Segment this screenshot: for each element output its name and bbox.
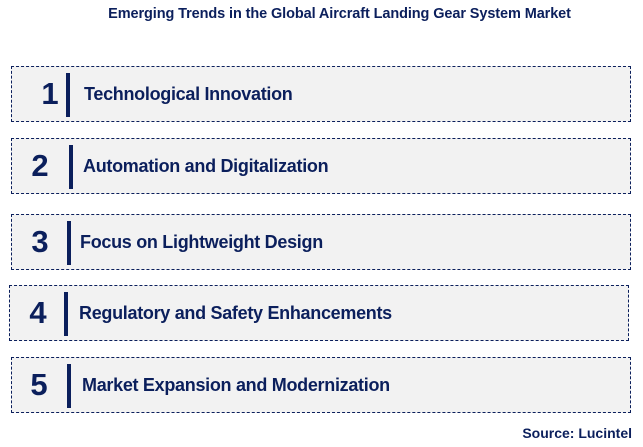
source-credit: Source: Lucintel — [522, 425, 632, 441]
divider-bar — [67, 221, 71, 265]
trend-label: Regulatory and Safety Enhancements — [79, 302, 392, 323]
trend-number: 3 — [31, 224, 49, 259]
divider-bar — [64, 292, 68, 336]
trend-number: 5 — [30, 367, 48, 402]
trend-item-5: 5 Market Expansion and Modernization — [11, 357, 631, 413]
trend-label: Technological Innovation — [84, 83, 293, 104]
diagram-title: Emerging Trends in the Global Aircraft L… — [108, 6, 571, 22]
divider-bar — [66, 73, 70, 117]
trend-label: Automation and Digitalization — [83, 155, 329, 176]
divider-bar — [69, 145, 73, 189]
trend-item-3: 3 Focus on Lightweight Design — [11, 214, 631, 270]
trend-label: Market Expansion and Modernization — [82, 374, 390, 395]
trend-label: Focus on Lightweight Design — [80, 231, 323, 252]
trend-number: 1 — [41, 76, 59, 111]
trend-number: 4 — [29, 295, 47, 330]
trend-item-1: 1 Technological Innovation — [11, 66, 631, 122]
trend-item-2: 2 Automation and Digitalization — [11, 138, 631, 194]
trend-number: 2 — [31, 148, 49, 183]
trend-item-4: 4 Regulatory and Safety Enhancements — [9, 285, 629, 341]
divider-bar — [67, 364, 71, 408]
